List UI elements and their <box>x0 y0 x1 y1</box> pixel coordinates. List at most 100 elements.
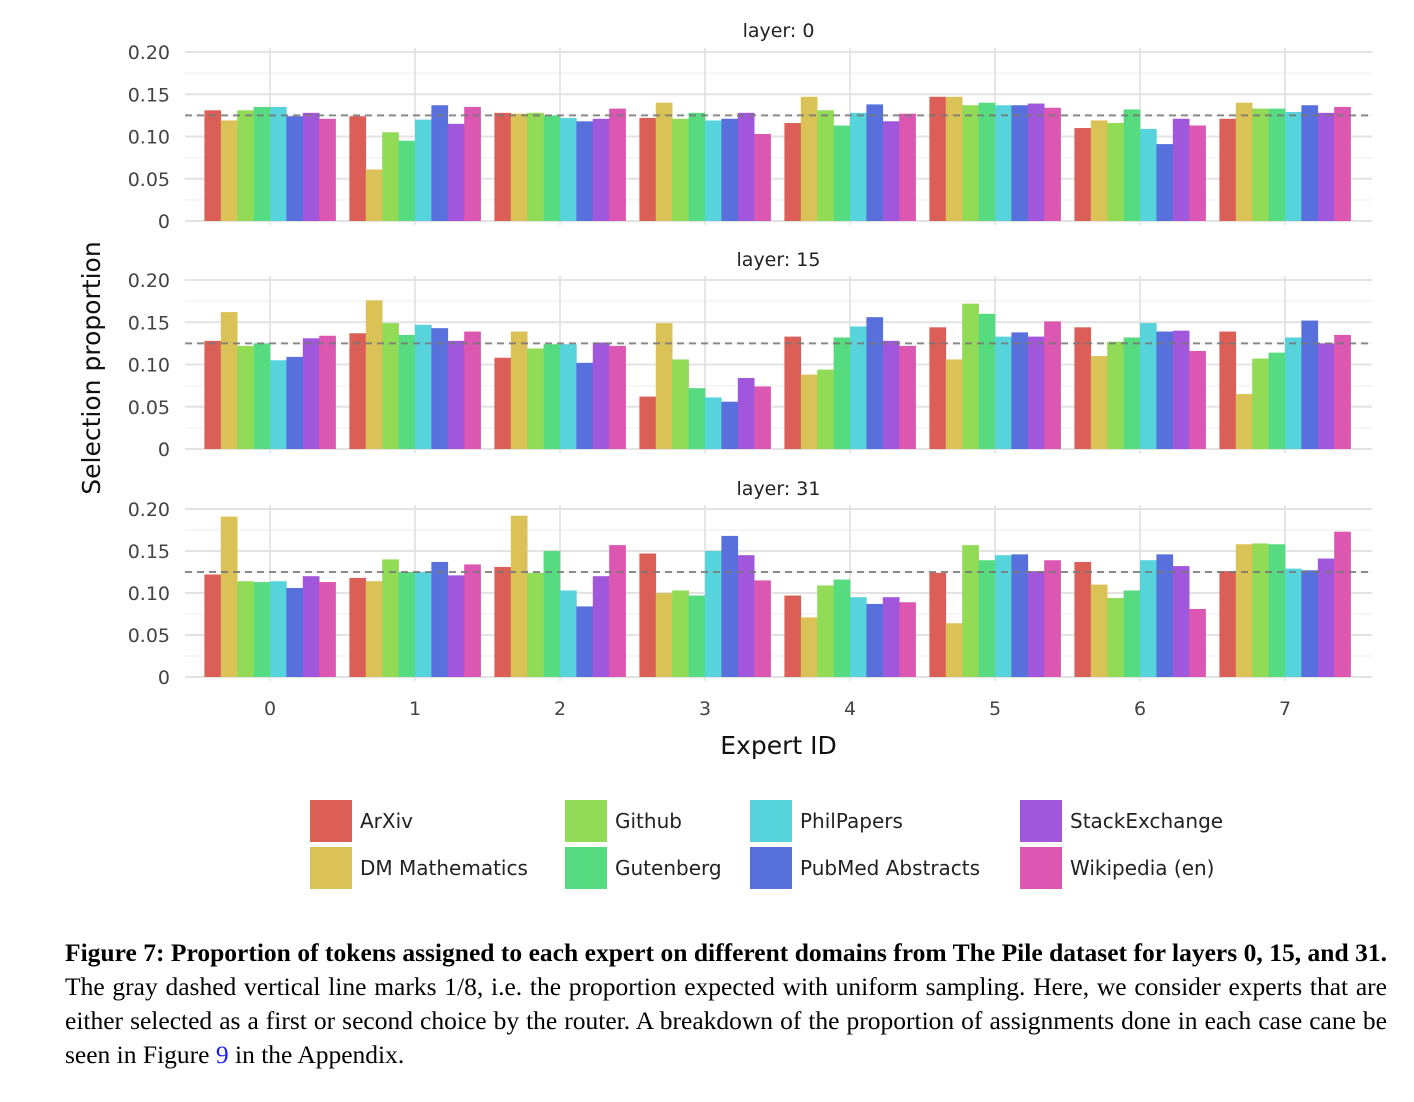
bar-pubmed-abstracts-expert-0 <box>286 356 304 449</box>
bar-dm-mathematics-expert-5 <box>945 96 963 221</box>
bar-philpapers-expert-4 <box>850 112 867 221</box>
bar-philpapers-expert-3 <box>705 397 722 449</box>
x-tick-label: 7 <box>1279 698 1291 720</box>
bar-gutenberg-expert-5 <box>978 313 996 449</box>
bar-dm-mathematics-expert-3 <box>655 593 673 677</box>
bar-github-expert-5 <box>962 303 979 449</box>
bar-wikipedia-en--expert-4 <box>899 602 916 677</box>
bar-gutenberg-expert-7 <box>1268 544 1286 677</box>
bar-stackexchange-expert-3 <box>737 112 755 221</box>
bar-dm-mathematics-expert-4 <box>800 617 818 677</box>
bar-dm-mathematics-expert-7 <box>1235 544 1253 677</box>
caption-title: Figure 7: Proportion of tokens assigned … <box>65 938 1387 967</box>
bar-pubmed-abstracts-expert-3 <box>721 535 739 677</box>
bar-stackexchange-expert-3 <box>737 378 755 449</box>
bar-arxiv-expert-3 <box>639 396 657 449</box>
x-tick-label: 4 <box>844 698 856 720</box>
bar-github-expert-0 <box>237 345 254 449</box>
bar-philpapers-expert-6 <box>1140 560 1157 677</box>
bar-philpapers-expert-2 <box>560 344 577 449</box>
bar-pubmed-abstracts-expert-0 <box>286 116 304 221</box>
bar-gutenberg-expert-3 <box>688 388 706 449</box>
bar-philpapers-expert-6 <box>1140 323 1157 449</box>
bar-arxiv-expert-0 <box>204 340 222 449</box>
bar-gutenberg-expert-7 <box>1268 352 1286 449</box>
bar-github-expert-0 <box>237 581 254 677</box>
bar-arxiv-expert-2 <box>494 566 512 677</box>
bar-arxiv-expert-6 <box>1074 128 1092 221</box>
y-tick-label: 0.05 <box>128 169 170 191</box>
bar-pubmed-abstracts-expert-4 <box>866 104 884 221</box>
bar-pubmed-abstracts-expert-3 <box>721 401 739 449</box>
y-tick-label: 0.10 <box>128 583 170 605</box>
bar-pubmed-abstracts-expert-7 <box>1301 570 1319 677</box>
bar-wikipedia-en--expert-1 <box>464 564 481 677</box>
y-tick-label: 0.10 <box>128 355 170 377</box>
bar-arxiv-expert-7 <box>1219 331 1237 449</box>
bar-arxiv-expert-4 <box>784 595 802 677</box>
bar-arxiv-expert-7 <box>1219 118 1237 221</box>
figure-caption: Figure 7: Proportion of tokens assigned … <box>65 936 1387 1072</box>
legend-label-philpapers: PhilPapers <box>800 809 903 833</box>
bar-wikipedia-en--expert-5 <box>1044 107 1061 221</box>
bar-gutenberg-expert-5 <box>978 560 996 677</box>
bar-wikipedia-en--expert-7 <box>1334 106 1351 221</box>
bar-dm-mathematics-expert-2 <box>510 331 528 449</box>
bar-dm-mathematics-expert-2 <box>510 515 528 677</box>
bar-gutenberg-expert-7 <box>1268 108 1286 221</box>
bar-wikipedia-en--expert-3 <box>754 580 771 677</box>
bar-wikipedia-en--expert-3 <box>754 386 771 449</box>
legend-label-pubmed-abstracts: PubMed Abstracts <box>800 856 980 880</box>
figure-reference-link[interactable]: 9 <box>215 1040 229 1069</box>
bar-dm-mathematics-expert-6 <box>1090 120 1108 221</box>
bar-github-expert-4 <box>817 110 834 221</box>
bar-github-expert-2 <box>527 572 544 677</box>
x-axis-label: Expert ID <box>720 731 837 760</box>
bar-stackexchange-expert-3 <box>737 555 755 677</box>
bar-arxiv-expert-1 <box>349 116 367 221</box>
legend-swatch-dm-mathematics <box>310 847 352 889</box>
panel-title: layer: 15 <box>737 249 821 271</box>
bar-stackexchange-expert-6 <box>1172 118 1190 221</box>
bar-pubmed-abstracts-expert-5 <box>1011 105 1029 221</box>
bar-philpapers-expert-1 <box>415 572 432 677</box>
bar-stackexchange-expert-5 <box>1027 571 1045 677</box>
bar-github-expert-1 <box>382 559 399 677</box>
bar-philpapers-expert-4 <box>850 597 867 677</box>
bar-dm-mathematics-expert-7 <box>1235 102 1253 221</box>
bar-gutenberg-expert-3 <box>688 112 706 221</box>
bar-dm-mathematics-expert-6 <box>1090 356 1108 449</box>
bar-philpapers-expert-3 <box>705 120 722 221</box>
bar-wikipedia-en--expert-5 <box>1044 321 1061 449</box>
x-tick-label: 6 <box>1134 698 1146 720</box>
bar-github-expert-3 <box>672 359 689 449</box>
y-tick-label: 0.15 <box>128 312 170 334</box>
legend-label-arxiv: ArXiv <box>360 809 413 833</box>
bar-dm-mathematics-expert-1 <box>365 169 383 221</box>
bar-gutenberg-expert-1 <box>398 334 416 449</box>
bar-arxiv-expert-5 <box>929 327 947 449</box>
legend-swatch-github <box>565 800 607 842</box>
bar-stackexchange-expert-7 <box>1317 343 1335 449</box>
bar-stackexchange-expert-4 <box>882 340 900 449</box>
bar-pubmed-abstracts-expert-6 <box>1156 331 1174 449</box>
bar-github-expert-2 <box>527 112 544 221</box>
bar-gutenberg-expert-4 <box>833 337 851 449</box>
bar-stackexchange-expert-6 <box>1172 566 1190 677</box>
bar-arxiv-expert-4 <box>784 336 802 449</box>
bar-github-expert-7 <box>1252 543 1269 677</box>
bar-arxiv-expert-0 <box>204 110 222 221</box>
bar-pubmed-abstracts-expert-2 <box>576 121 594 221</box>
bar-wikipedia-en--expert-0 <box>319 118 336 221</box>
legend-label-gutenberg: Gutenberg <box>615 856 722 880</box>
bar-gutenberg-expert-2 <box>543 115 561 221</box>
bar-pubmed-abstracts-expert-0 <box>286 587 304 677</box>
bar-pubmed-abstracts-expert-2 <box>576 362 594 449</box>
bar-arxiv-expert-2 <box>494 112 512 221</box>
bar-github-expert-1 <box>382 132 399 221</box>
bar-pubmed-abstracts-expert-4 <box>866 317 884 449</box>
legend-swatch-philpapers <box>750 800 792 842</box>
panel-title: layer: 0 <box>743 20 815 42</box>
bar-github-expert-4 <box>817 585 834 677</box>
bar-stackexchange-expert-1 <box>447 575 465 677</box>
